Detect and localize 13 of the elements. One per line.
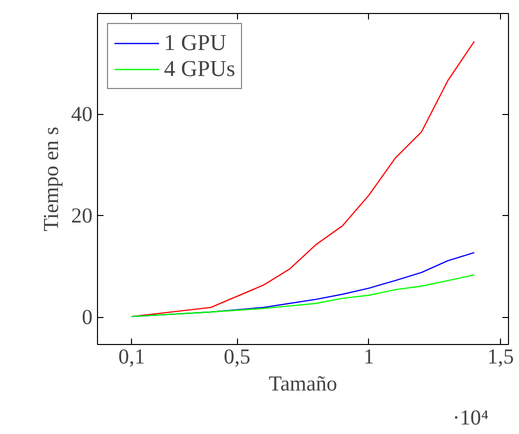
x-tick-label: 0,1: [118, 344, 146, 368]
line-series: [131, 274, 475, 318]
y-tick-label: 40: [71, 102, 92, 126]
x-tick-label: 0,5: [224, 344, 250, 368]
x-axis-title: Tamaño: [268, 372, 338, 396]
text: ·10⁴: [452, 406, 489, 430]
y-tick-label: 0: [82, 305, 93, 330]
y-tick-label: 20: [71, 204, 92, 228]
legend-label: 4 GPUs: [164, 56, 236, 82]
legend-label: 1 GPU: [164, 30, 226, 56]
y-axis-title: Tiempo en s: [39, 126, 64, 232]
x-tick-label: 1: [364, 344, 374, 368]
x-tick-label: 1,5: [487, 344, 514, 368]
